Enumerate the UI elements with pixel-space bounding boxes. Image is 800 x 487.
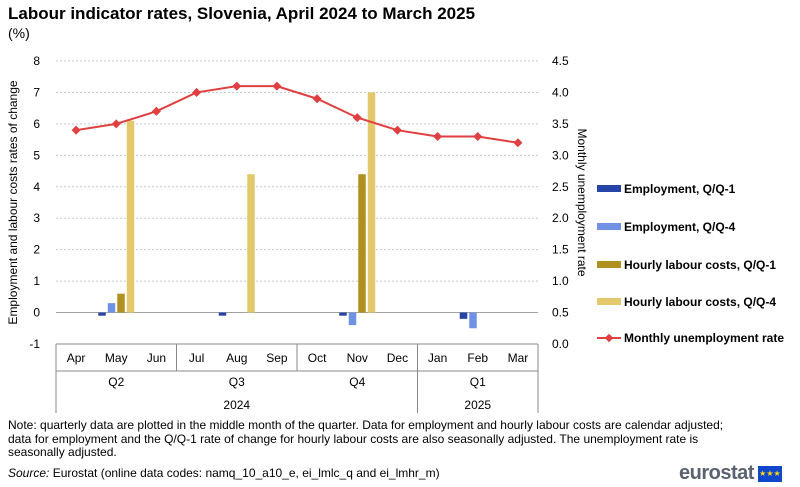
line-point bbox=[352, 113, 362, 123]
y-tick-label: 7 bbox=[33, 85, 40, 99]
x-tick-label: Jun bbox=[147, 351, 166, 365]
series-line-unemployment bbox=[75, 85, 519, 144]
legend-swatch bbox=[597, 185, 621, 192]
legend-label: Employment, Q/Q-1 bbox=[624, 182, 736, 196]
y2-tick-label: 1.0 bbox=[552, 274, 569, 288]
line-point bbox=[513, 138, 523, 148]
y2-tick-label: 0.5 bbox=[552, 306, 569, 320]
y2-tick-label: 2.5 bbox=[552, 180, 569, 194]
x-tick-label: Sep bbox=[266, 351, 288, 365]
bar bbox=[107, 303, 116, 313]
bar bbox=[348, 312, 357, 326]
y-tick-label: 1 bbox=[33, 274, 40, 288]
bar bbox=[469, 312, 477, 329]
y-tick-label: 3 bbox=[33, 211, 40, 225]
y2-tick-label: 1.5 bbox=[552, 243, 569, 257]
quarter-label: Q4 bbox=[349, 375, 365, 389]
line-point bbox=[473, 131, 483, 141]
bar bbox=[367, 92, 376, 313]
y-axis-title: Employment and labour costs rates of cha… bbox=[6, 80, 20, 324]
line-point bbox=[392, 125, 402, 135]
x-tick-label: May bbox=[105, 351, 128, 365]
line-point bbox=[71, 125, 81, 135]
eurostat-logo: eurostat ★★★ bbox=[679, 462, 782, 485]
x-tick-label: Oct bbox=[308, 351, 327, 365]
year-label: 2025 bbox=[464, 398, 491, 412]
eu-flag-icon: ★★★ bbox=[757, 465, 782, 482]
x-tick-label: Feb bbox=[467, 351, 488, 365]
y2-tick-label: 4.0 bbox=[552, 85, 569, 99]
bar bbox=[98, 312, 106, 316]
x-tick-label: Jan bbox=[428, 351, 447, 365]
legend-label: Employment, Q/Q-4 bbox=[624, 220, 736, 234]
line-point bbox=[192, 87, 202, 97]
quarter-label: Q1 bbox=[470, 375, 486, 389]
x-tick-label: Jul bbox=[189, 351, 204, 365]
x-tick-label: Apr bbox=[67, 351, 86, 365]
y2-tick-label: 3.5 bbox=[552, 117, 569, 131]
source-label: Source: bbox=[8, 466, 50, 480]
line-point bbox=[433, 131, 443, 141]
y-tick-label: -1 bbox=[29, 337, 40, 351]
bar bbox=[126, 120, 135, 313]
bar bbox=[459, 312, 468, 319]
y2-tick-label: 4.5 bbox=[552, 54, 569, 68]
y2-axis-title: Monthly unemployment rate bbox=[575, 128, 589, 276]
y-tick-label: 4 bbox=[33, 180, 40, 194]
y2-tick-label: 0.0 bbox=[552, 337, 569, 351]
legend-label: Hourly labour costs, Q/Q-4 bbox=[624, 295, 776, 309]
x-tick-label: Nov bbox=[347, 351, 368, 365]
y-tick-label: 5 bbox=[33, 148, 40, 162]
legend-swatch bbox=[597, 261, 621, 268]
chart-title: Labour indicator rates, Slovenia, April … bbox=[8, 4, 476, 23]
chart-subtitle: (%) bbox=[8, 25, 30, 41]
quarter-label: Q3 bbox=[229, 375, 245, 389]
bar bbox=[339, 312, 347, 316]
legend-label: Hourly labour costs, Q/Q-1 bbox=[624, 258, 776, 272]
legend-swatch bbox=[597, 298, 621, 305]
bar bbox=[218, 312, 227, 316]
y-tick-label: 8 bbox=[33, 54, 40, 68]
bar bbox=[358, 174, 366, 313]
y-tick-label: 2 bbox=[33, 243, 40, 257]
logo-text: eurostat bbox=[679, 462, 754, 484]
legend-marker bbox=[604, 333, 614, 343]
quarter-label: Q2 bbox=[108, 375, 124, 389]
x-tick-label: Mar bbox=[508, 351, 529, 365]
year-label: 2024 bbox=[223, 398, 250, 412]
bar bbox=[117, 293, 125, 313]
line-point bbox=[232, 81, 242, 91]
legend-label: Monthly unemployment rate bbox=[624, 331, 784, 345]
y-tick-label: 6 bbox=[33, 117, 40, 131]
bar bbox=[247, 174, 255, 313]
chart-note: Note: quarterly data are plotted in the … bbox=[8, 418, 724, 459]
y-tick-label: 0 bbox=[33, 306, 40, 320]
x-tick-label: Aug bbox=[226, 351, 247, 365]
line-point bbox=[272, 81, 282, 91]
y2-tick-label: 3.0 bbox=[552, 148, 569, 162]
x-tick-label: Dec bbox=[387, 351, 408, 365]
legend-swatch bbox=[597, 223, 621, 230]
y2-tick-label: 2.0 bbox=[552, 211, 569, 225]
chart-source: Source: Eurostat (online data codes: nam… bbox=[8, 466, 440, 480]
line-point bbox=[111, 119, 121, 129]
source-text: Eurostat (online data codes: namq_10_a10… bbox=[49, 466, 440, 480]
line-point bbox=[312, 94, 322, 104]
line-point bbox=[151, 106, 161, 116]
